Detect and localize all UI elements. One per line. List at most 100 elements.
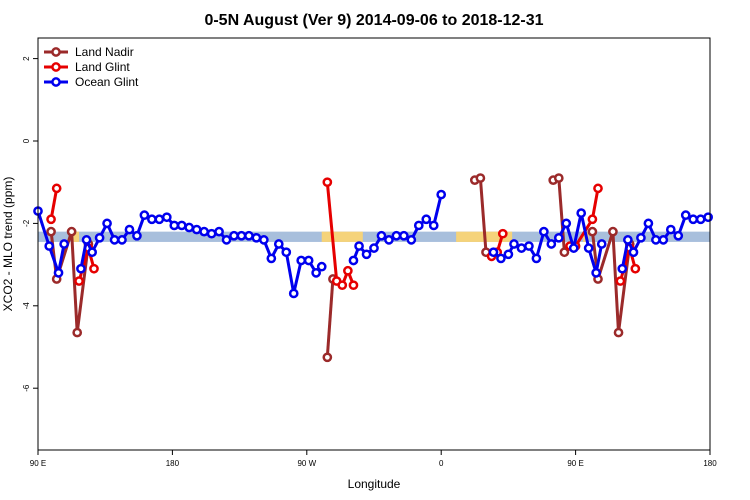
data-point-0-0-0 [46,226,56,237]
data-point-2-3-14 [591,267,601,278]
reference-band-base [38,231,710,242]
data-point-2-4-9 [680,210,691,221]
data-point-2-4-11 [695,214,706,225]
data-point-1-5-2 [630,263,641,274]
data-point-2-1-11 [154,214,165,225]
data-point-2-2-9 [413,220,424,231]
legend-label-0: Land Nadir [75,45,134,59]
data-point-2-3-13 [583,243,594,253]
data-point-2-1-0 [76,263,86,274]
data-point-2-2-7 [399,230,409,241]
x-tick-label-3: 0 [439,459,444,468]
data-point-2-2-12 [436,189,447,200]
data-point-2-1-4 [102,218,112,229]
data-point-2-1-5 [109,235,120,245]
series-line-1-0 [49,188,59,220]
legend-marker-2 [51,77,61,87]
y-tick-label-2: -2 [22,219,31,227]
series-line-2-0 [36,210,66,275]
y-tick-label-0: 2 [22,56,31,61]
data-point-2-3-12 [576,208,587,218]
data-point-2-2-8 [406,235,417,245]
data-point-0-4-0 [587,226,598,237]
x-axis-label: Longitude [348,477,401,491]
data-point-2-1-32 [311,267,321,278]
data-point-2-1-18 [206,228,217,239]
data-point-1-5-0 [615,276,626,286]
data-point-2-1-33 [316,261,327,272]
series-2 [33,189,713,299]
y-axis: 2 0 -2 -4 -6 [22,56,38,392]
data-point-2-0-3 [59,239,69,249]
data-point-1-2-4 [348,280,359,291]
data-point-2-3-10 [561,218,572,229]
data-point-2-1-13 [169,220,180,231]
data-point-2-4-8 [673,230,684,241]
data-point-2-1-16 [191,224,202,235]
data-point-2-4-0 [617,263,628,274]
data-point-2-4-2 [628,247,639,258]
reference-band-highlight-1 [321,231,363,242]
data-point-2-4-1 [623,235,633,245]
data-point-2-3-15 [596,239,607,249]
data-point-1-1-0 [74,276,84,286]
data-point-0-0-2 [66,226,77,237]
data-point-2-1-30 [296,255,307,266]
data-point-2-1-12 [161,212,172,223]
data-point-2-1-23 [244,230,254,241]
data-point-1-4-2 [587,214,598,225]
series-layer [33,173,713,363]
legend-label-2: Ocean Glint [75,75,139,89]
data-point-2-3-5 [524,241,534,251]
data-point-2-1-20 [221,235,232,245]
chart-title: 0-5N August (Ver 9) 2014-09-06 to 2018-1… [204,12,543,29]
y-tick-label-4: -6 [22,384,31,392]
x-tick-label-2: 90 W [297,459,316,468]
data-point-1-0-0 [46,214,56,225]
data-point-2-1-27 [273,239,284,249]
data-point-0-3-1 [553,173,564,183]
data-point-2-1-17 [199,226,209,237]
data-point-2-3-2 [503,249,514,260]
data-point-2-1-26 [266,253,277,264]
data-point-1-2-2 [337,280,348,291]
data-point-2-3-8 [546,239,557,249]
data-point-2-1-3 [94,232,105,243]
data-point-2-1-15 [184,222,195,233]
y-tick-label-1: 0 [22,138,31,143]
plot-frame [37,37,711,451]
data-point-2-3-9 [553,232,564,243]
data-point-1-0-1 [51,183,62,194]
data-point-1-2-3 [343,265,353,276]
data-point-2-3-11 [568,243,579,253]
data-point-0-4-2 [608,226,618,237]
series-line-2-3 [492,211,604,275]
data-point-2-1-28 [281,247,292,258]
data-point-2-1-7 [124,224,135,235]
data-point-0-1-0 [322,352,333,363]
x-tick-label-0: 90 E [30,459,46,468]
data-point-2-4-3 [636,232,646,243]
x-axis: 90 E 180 90 W 0 90 E 180 [30,450,717,468]
data-point-2-1-19 [214,226,224,237]
data-point-2-1-2 [87,247,97,258]
legend-marker-0 [51,47,61,57]
data-point-2-4-7 [665,224,676,235]
data-point-2-2-10 [421,214,432,225]
data-point-2-1-21 [229,230,239,241]
data-point-2-2-11 [428,220,439,231]
data-point-2-3-1 [496,253,506,264]
data-point-2-2-1 [354,241,364,251]
series-0 [46,173,635,363]
legend-label-1: Land Glint [75,60,130,74]
data-point-2-4-5 [651,235,661,245]
data-point-2-4-10 [688,214,699,225]
data-point-2-2-2 [361,249,372,260]
data-point-2-1-24 [251,232,262,243]
x-tick-label-1: 180 [166,459,180,468]
data-point-2-2-5 [384,235,394,245]
data-point-2-3-3 [509,239,519,249]
reference-band-highlight-0 [73,231,80,242]
